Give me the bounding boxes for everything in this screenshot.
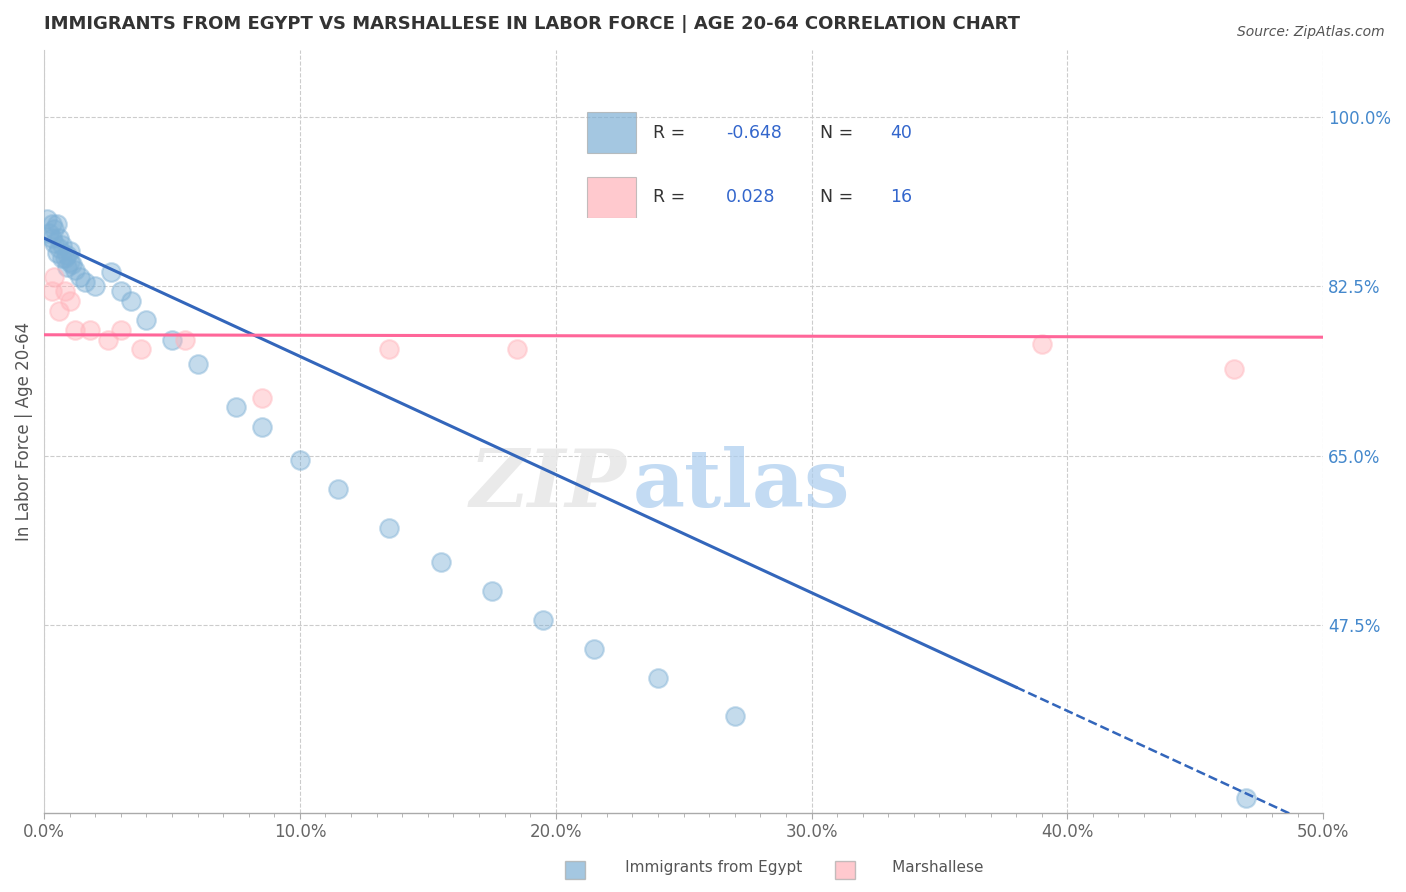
Point bbox=[110, 323, 132, 337]
Point bbox=[724, 709, 747, 723]
Point bbox=[378, 343, 401, 357]
Point bbox=[250, 391, 273, 405]
Point bbox=[84, 279, 107, 293]
Point bbox=[38, 227, 60, 241]
Point bbox=[328, 483, 350, 497]
Point bbox=[1222, 361, 1244, 376]
Point bbox=[53, 285, 76, 299]
Point bbox=[110, 285, 132, 299]
Point bbox=[44, 235, 66, 250]
Point bbox=[44, 221, 66, 235]
Point bbox=[59, 293, 82, 308]
Point bbox=[531, 613, 554, 627]
Point bbox=[53, 251, 76, 265]
Point bbox=[100, 265, 122, 279]
Text: IMMIGRANTS FROM EGYPT VS MARSHALLESE IN LABOR FORCE | AGE 20-64 CORRELATION CHAR: IMMIGRANTS FROM EGYPT VS MARSHALLESE IN … bbox=[44, 15, 1021, 33]
Point bbox=[506, 343, 529, 357]
Point bbox=[187, 357, 209, 371]
Point bbox=[63, 263, 86, 277]
Point bbox=[63, 323, 86, 337]
Point bbox=[51, 238, 73, 252]
Point bbox=[59, 244, 82, 258]
Point bbox=[48, 303, 70, 318]
Point bbox=[429, 555, 451, 569]
Point bbox=[48, 241, 70, 255]
Point bbox=[45, 245, 67, 260]
Point bbox=[288, 453, 311, 467]
Point bbox=[41, 231, 63, 245]
Point bbox=[79, 323, 101, 337]
Point bbox=[60, 257, 83, 271]
Point bbox=[59, 255, 82, 269]
Point bbox=[173, 333, 195, 347]
Text: Source: ZipAtlas.com: Source: ZipAtlas.com bbox=[1237, 25, 1385, 39]
Text: atlas: atlas bbox=[633, 446, 849, 524]
Point bbox=[48, 231, 70, 245]
Text: Marshallese: Marshallese bbox=[858, 861, 983, 875]
Point bbox=[51, 251, 73, 265]
Point bbox=[131, 343, 153, 357]
Y-axis label: In Labor Force | Age 20-64: In Labor Force | Age 20-64 bbox=[15, 322, 32, 541]
Text: ZIP: ZIP bbox=[470, 446, 626, 524]
Point bbox=[35, 211, 58, 226]
Point bbox=[160, 333, 183, 347]
Point bbox=[97, 333, 120, 347]
FancyBboxPatch shape bbox=[835, 862, 855, 880]
Point bbox=[135, 313, 157, 327]
Point bbox=[647, 671, 669, 685]
FancyBboxPatch shape bbox=[565, 862, 585, 880]
Point bbox=[69, 269, 91, 284]
Point bbox=[250, 419, 273, 434]
Point bbox=[120, 293, 142, 308]
Point bbox=[481, 583, 503, 598]
Point bbox=[56, 247, 79, 261]
Point bbox=[583, 641, 606, 656]
Text: Immigrants from Egypt: Immigrants from Egypt bbox=[591, 861, 801, 875]
Point bbox=[1234, 791, 1257, 805]
Point bbox=[378, 521, 401, 535]
Point bbox=[45, 217, 67, 231]
Point bbox=[41, 285, 63, 299]
Point bbox=[44, 269, 66, 284]
Point bbox=[41, 217, 63, 231]
Point bbox=[225, 401, 247, 415]
Point bbox=[73, 275, 96, 289]
Point bbox=[56, 260, 79, 275]
Point bbox=[1031, 337, 1053, 351]
